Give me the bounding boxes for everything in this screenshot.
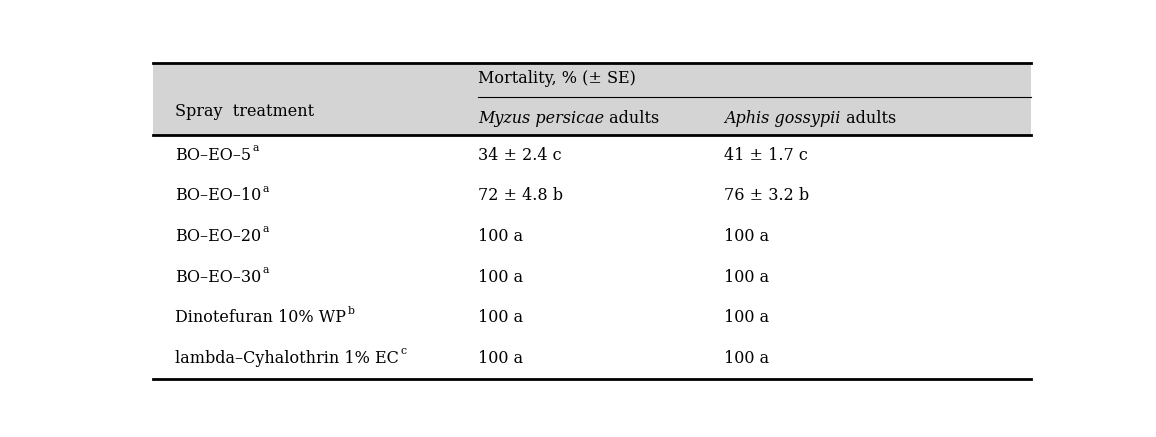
Text: Myzus persicae: Myzus persicae (479, 111, 605, 128)
Text: 76 ± 3.2 b: 76 ± 3.2 b (724, 187, 809, 205)
Text: c: c (400, 346, 406, 356)
Text: Aphis gossypii: Aphis gossypii (724, 111, 840, 128)
Text: Mortality, % (± SE): Mortality, % (± SE) (479, 70, 636, 87)
Text: adults: adults (840, 111, 896, 128)
Text: BO–EO–30: BO–EO–30 (176, 269, 261, 286)
Text: a: a (262, 224, 269, 234)
Text: 100 a: 100 a (724, 228, 769, 245)
Text: 100 a: 100 a (724, 269, 769, 286)
Text: 41 ± 1.7 c: 41 ± 1.7 c (724, 147, 808, 164)
Text: Spray  treatment: Spray treatment (176, 103, 314, 120)
Text: 34 ± 2.4 c: 34 ± 2.4 c (479, 147, 562, 164)
Text: Dinotefuran 10% WP: Dinotefuran 10% WP (176, 309, 347, 326)
Text: 100 a: 100 a (479, 350, 524, 367)
Text: 100 a: 100 a (724, 350, 769, 367)
Text: 100 a: 100 a (479, 269, 524, 286)
Text: a: a (262, 265, 269, 275)
Text: BO–EO–10: BO–EO–10 (176, 187, 261, 205)
Text: 100 a: 100 a (724, 309, 769, 326)
Text: adults: adults (605, 111, 660, 128)
Bar (154, 62, 1031, 135)
Text: 72 ± 4.8 b: 72 ± 4.8 b (479, 187, 563, 205)
Text: BO–EO–20: BO–EO–20 (176, 228, 261, 245)
Text: lambda–Cyhalothrin 1% EC: lambda–Cyhalothrin 1% EC (176, 350, 399, 367)
Text: b: b (348, 305, 355, 316)
Text: 100 a: 100 a (479, 309, 524, 326)
Text: a: a (262, 184, 269, 194)
Text: 100 a: 100 a (479, 228, 524, 245)
Text: a: a (252, 143, 259, 153)
Text: BO–EO–5: BO–EO–5 (176, 147, 252, 164)
